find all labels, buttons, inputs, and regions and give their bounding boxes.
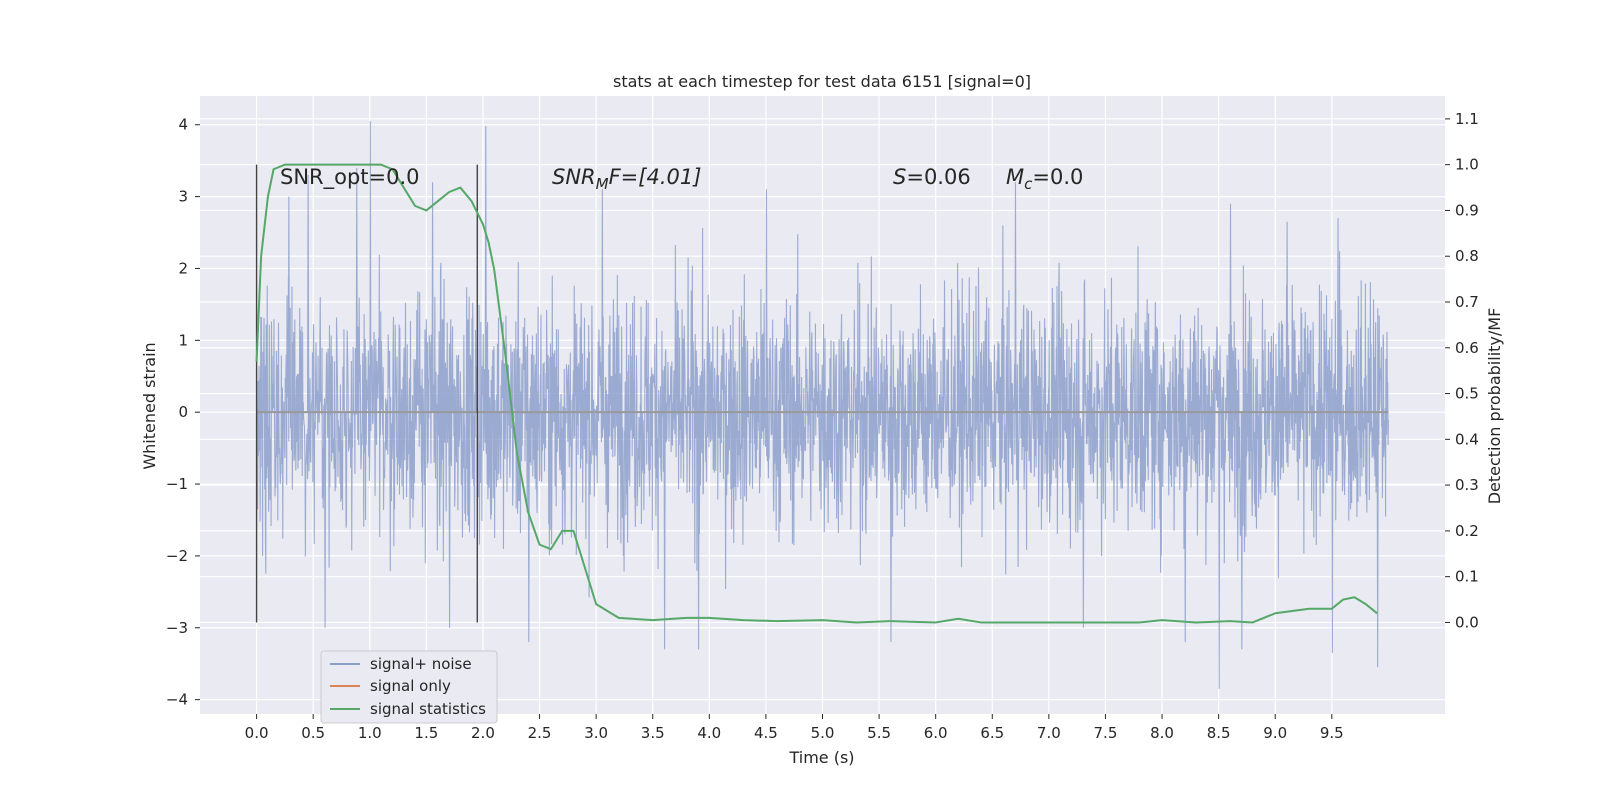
y-right-tick-label: 1.0 xyxy=(1455,156,1479,174)
legend: signal+ noise signal only signal statist… xyxy=(320,650,498,724)
chart-title: stats at each timestep for test data 615… xyxy=(613,72,1031,91)
x-axis-label: Time (s) xyxy=(788,748,854,767)
statistics-series-layer xyxy=(255,163,1378,624)
window-markers xyxy=(255,164,478,623)
x-tick-label: 3.0 xyxy=(584,724,608,742)
mc-sub: c xyxy=(1024,175,1033,193)
mc-value: =0.0 xyxy=(1032,165,1083,189)
y-right-tick-label: 0.4 xyxy=(1455,430,1479,448)
s-symbol: S xyxy=(893,165,906,189)
x-tick-label: 7.0 xyxy=(1037,724,1061,742)
x-tick-label: 8.0 xyxy=(1150,724,1174,742)
annotation-snr-mf: SNRMF=[4.01] xyxy=(552,165,701,193)
y-right-tick-label: 0.2 xyxy=(1455,522,1479,540)
x-tick-label: 6.5 xyxy=(980,724,1004,742)
y-tick-label: 2 xyxy=(178,259,188,277)
x-tick-label: 6.0 xyxy=(924,724,948,742)
x-tick-label: 3.5 xyxy=(641,724,665,742)
x-tick-label: 5.0 xyxy=(811,724,835,742)
snr-mf-base: SNR xyxy=(552,165,596,189)
legend-label-statistics: signal statistics xyxy=(370,700,486,718)
snr-mf-sub: M xyxy=(596,175,609,193)
y-tick-label: −4 xyxy=(166,691,188,709)
y-tick-label: −1 xyxy=(166,475,188,493)
x-tick-label: 4.0 xyxy=(697,724,721,742)
x-tick-label: 9.5 xyxy=(1320,724,1344,742)
x-tick-label: 4.5 xyxy=(754,724,778,742)
y-right-tick-label: 0.0 xyxy=(1455,613,1479,631)
x-tick-label: 1.5 xyxy=(414,724,438,742)
y-right-tick-label: 0.9 xyxy=(1455,201,1479,219)
y-right-axis-label: Detection probability/MF xyxy=(1485,308,1504,505)
y-right-tick-label: 0.1 xyxy=(1455,568,1479,586)
y-right-tick-label: 1.1 xyxy=(1455,110,1479,128)
y-right-tick-label: 0.8 xyxy=(1455,247,1479,265)
legend-label-signal-only: signal only xyxy=(370,677,451,695)
y-tick-label: −3 xyxy=(166,619,188,637)
snr-mf-rest: F=[4.01] xyxy=(609,165,702,189)
y-tick-label: 3 xyxy=(178,188,188,206)
x-tick-label: 8.5 xyxy=(1207,724,1231,742)
y-right-tick-label: 0.3 xyxy=(1455,476,1479,494)
y-tick-label: 0 xyxy=(178,403,188,421)
annotation-s: S=0.06 xyxy=(893,165,971,189)
y-tick-label: 1 xyxy=(178,331,188,349)
y-axis-label: Whitened strain xyxy=(140,342,159,469)
x-tick-label: 1.0 xyxy=(358,724,382,742)
s-value: =0.06 xyxy=(906,165,970,189)
y-tick-label: −2 xyxy=(166,547,188,565)
y-tick-label: 4 xyxy=(178,116,188,134)
mc-symbol: M xyxy=(1006,165,1024,189)
y-right-tick-label: 0.5 xyxy=(1455,385,1479,403)
legend-label-noise: signal+ noise xyxy=(370,655,472,673)
x-tick-label: 0.5 xyxy=(301,724,325,742)
tick-labels: 0.0 0.5 1.0 1.5 2.0 2.5 3.0 3.5 4.0 4.5 5.0 5.5 6.0 6… xyxy=(166,110,1479,742)
series-signal-statistics xyxy=(255,163,1378,624)
legend-box xyxy=(320,650,498,724)
x-tick-label: 0.0 xyxy=(245,724,269,742)
x-tick-label: 2.5 xyxy=(528,724,552,742)
x-tick-label: 9.0 xyxy=(1263,724,1287,742)
x-tick-label: 2.0 xyxy=(471,724,495,742)
annotation-mc: Mc=0.0 xyxy=(1006,165,1083,193)
x-tick-label: 5.5 xyxy=(867,724,891,742)
x-tick-label: 7.5 xyxy=(1094,724,1118,742)
annotation-snr-opt: SNR_opt=0.0 xyxy=(280,165,420,190)
y-right-tick-label: 0.7 xyxy=(1455,293,1479,311)
y-right-tick-label: 0.6 xyxy=(1455,339,1479,357)
